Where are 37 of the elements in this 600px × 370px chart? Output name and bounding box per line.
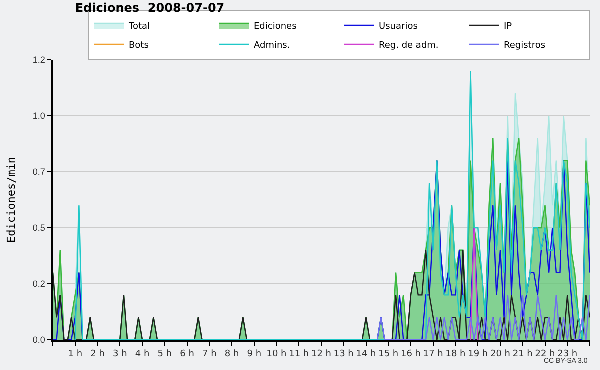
legend-label: Bots <box>129 41 150 52</box>
x-tick-label: 15 h <box>378 350 399 360</box>
legend-label: Registros <box>504 41 546 52</box>
x-tick-label: 3 h <box>112 350 128 360</box>
legend-label: Usuarios <box>379 22 418 32</box>
x-tick-label: 17 h <box>423 350 444 360</box>
legend-label: Ediciones <box>254 22 298 32</box>
x-tick-label: 5 h <box>158 350 172 360</box>
y-tick-label: 0.5 <box>32 223 46 234</box>
x-tick-label: 12 h <box>311 350 332 360</box>
legend-label: Admins. <box>254 41 290 52</box>
x-tick-label: 11 h <box>289 350 310 360</box>
y-axis-title: Ediciones/min <box>5 156 18 244</box>
x-tick-label: 9 h <box>247 350 262 360</box>
legend-label: IP <box>504 22 513 32</box>
x-tick-label: 4 h <box>135 350 150 360</box>
x-tick-label: 14 h <box>356 350 376 360</box>
y-tick-label: 1.0 <box>32 111 46 122</box>
x-tick-label: 10 h <box>266 350 287 360</box>
x-tick-label: 20 h <box>490 350 511 360</box>
x-tick-label: 7 h <box>202 350 217 360</box>
chart-title: Ediciones 2008-07-07 <box>75 1 225 16</box>
x-tick-label: 18 h <box>446 350 466 360</box>
x-tick-label: 2 h <box>90 350 105 360</box>
legend-label: Total <box>128 22 150 32</box>
x-tick-label: 8 h <box>224 350 240 360</box>
x-tick-label: 1 h <box>68 350 83 360</box>
x-tick-label: 13 h <box>334 350 354 360</box>
x-tick-label: 6 h <box>180 350 194 360</box>
legend-label: Reg. de adm. <box>379 41 439 52</box>
x-tick-label: 21 h <box>512 350 533 360</box>
y-tick-label: 0.2 <box>32 279 46 290</box>
y-tick-label: 0.7 <box>32 167 46 178</box>
y-tick-label: 1.2 <box>32 55 46 66</box>
x-tick-label: 19 h <box>468 350 488 360</box>
y-tick-label: 0.0 <box>32 335 46 346</box>
x-tick-label: 16 h <box>400 350 422 360</box>
